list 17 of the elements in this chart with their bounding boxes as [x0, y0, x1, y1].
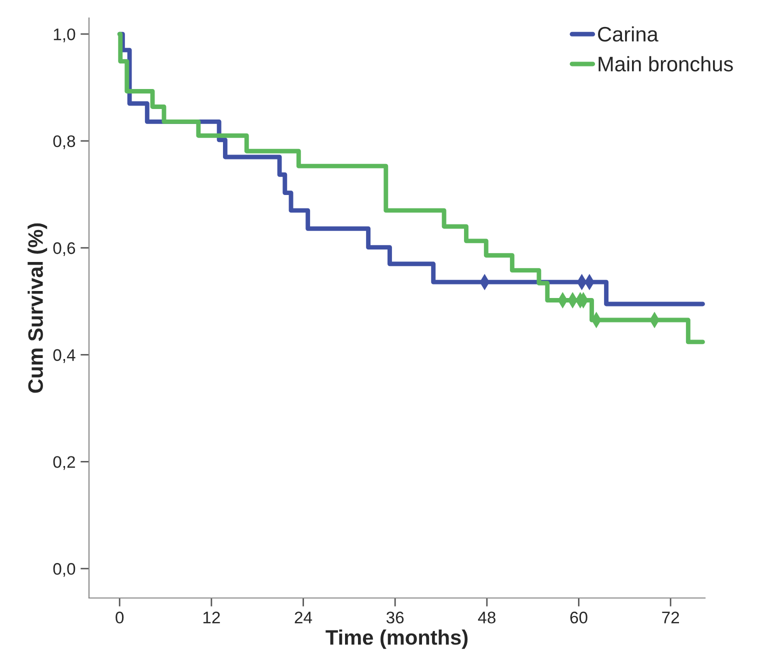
- y-tick-label: 0,4: [53, 349, 76, 363]
- x-tick-label: 60: [570, 612, 588, 624]
- x-tick-label: 12: [203, 612, 220, 624]
- y-tick-label: 0,2: [53, 456, 75, 470]
- legend-label: Main bronchus: [598, 56, 733, 72]
- x-axis-title: Time (months): [326, 630, 468, 649]
- x-tick-label: 36: [386, 612, 404, 624]
- x-tick-label: 24: [294, 612, 312, 624]
- y-axis-title: Cum Survival (%): [28, 223, 48, 393]
- x-tick-label: 0: [116, 612, 124, 624]
- y-tick-label: 1,0: [54, 28, 76, 42]
- y-tick-label: 0,0: [53, 563, 76, 577]
- x-tick-label: 48: [478, 612, 496, 624]
- x-tick-label: 72: [662, 612, 679, 624]
- y-tick-label: 0,6: [53, 242, 76, 256]
- y-tick-label: 0,8: [53, 135, 76, 150]
- legend-label: Carina: [598, 26, 658, 42]
